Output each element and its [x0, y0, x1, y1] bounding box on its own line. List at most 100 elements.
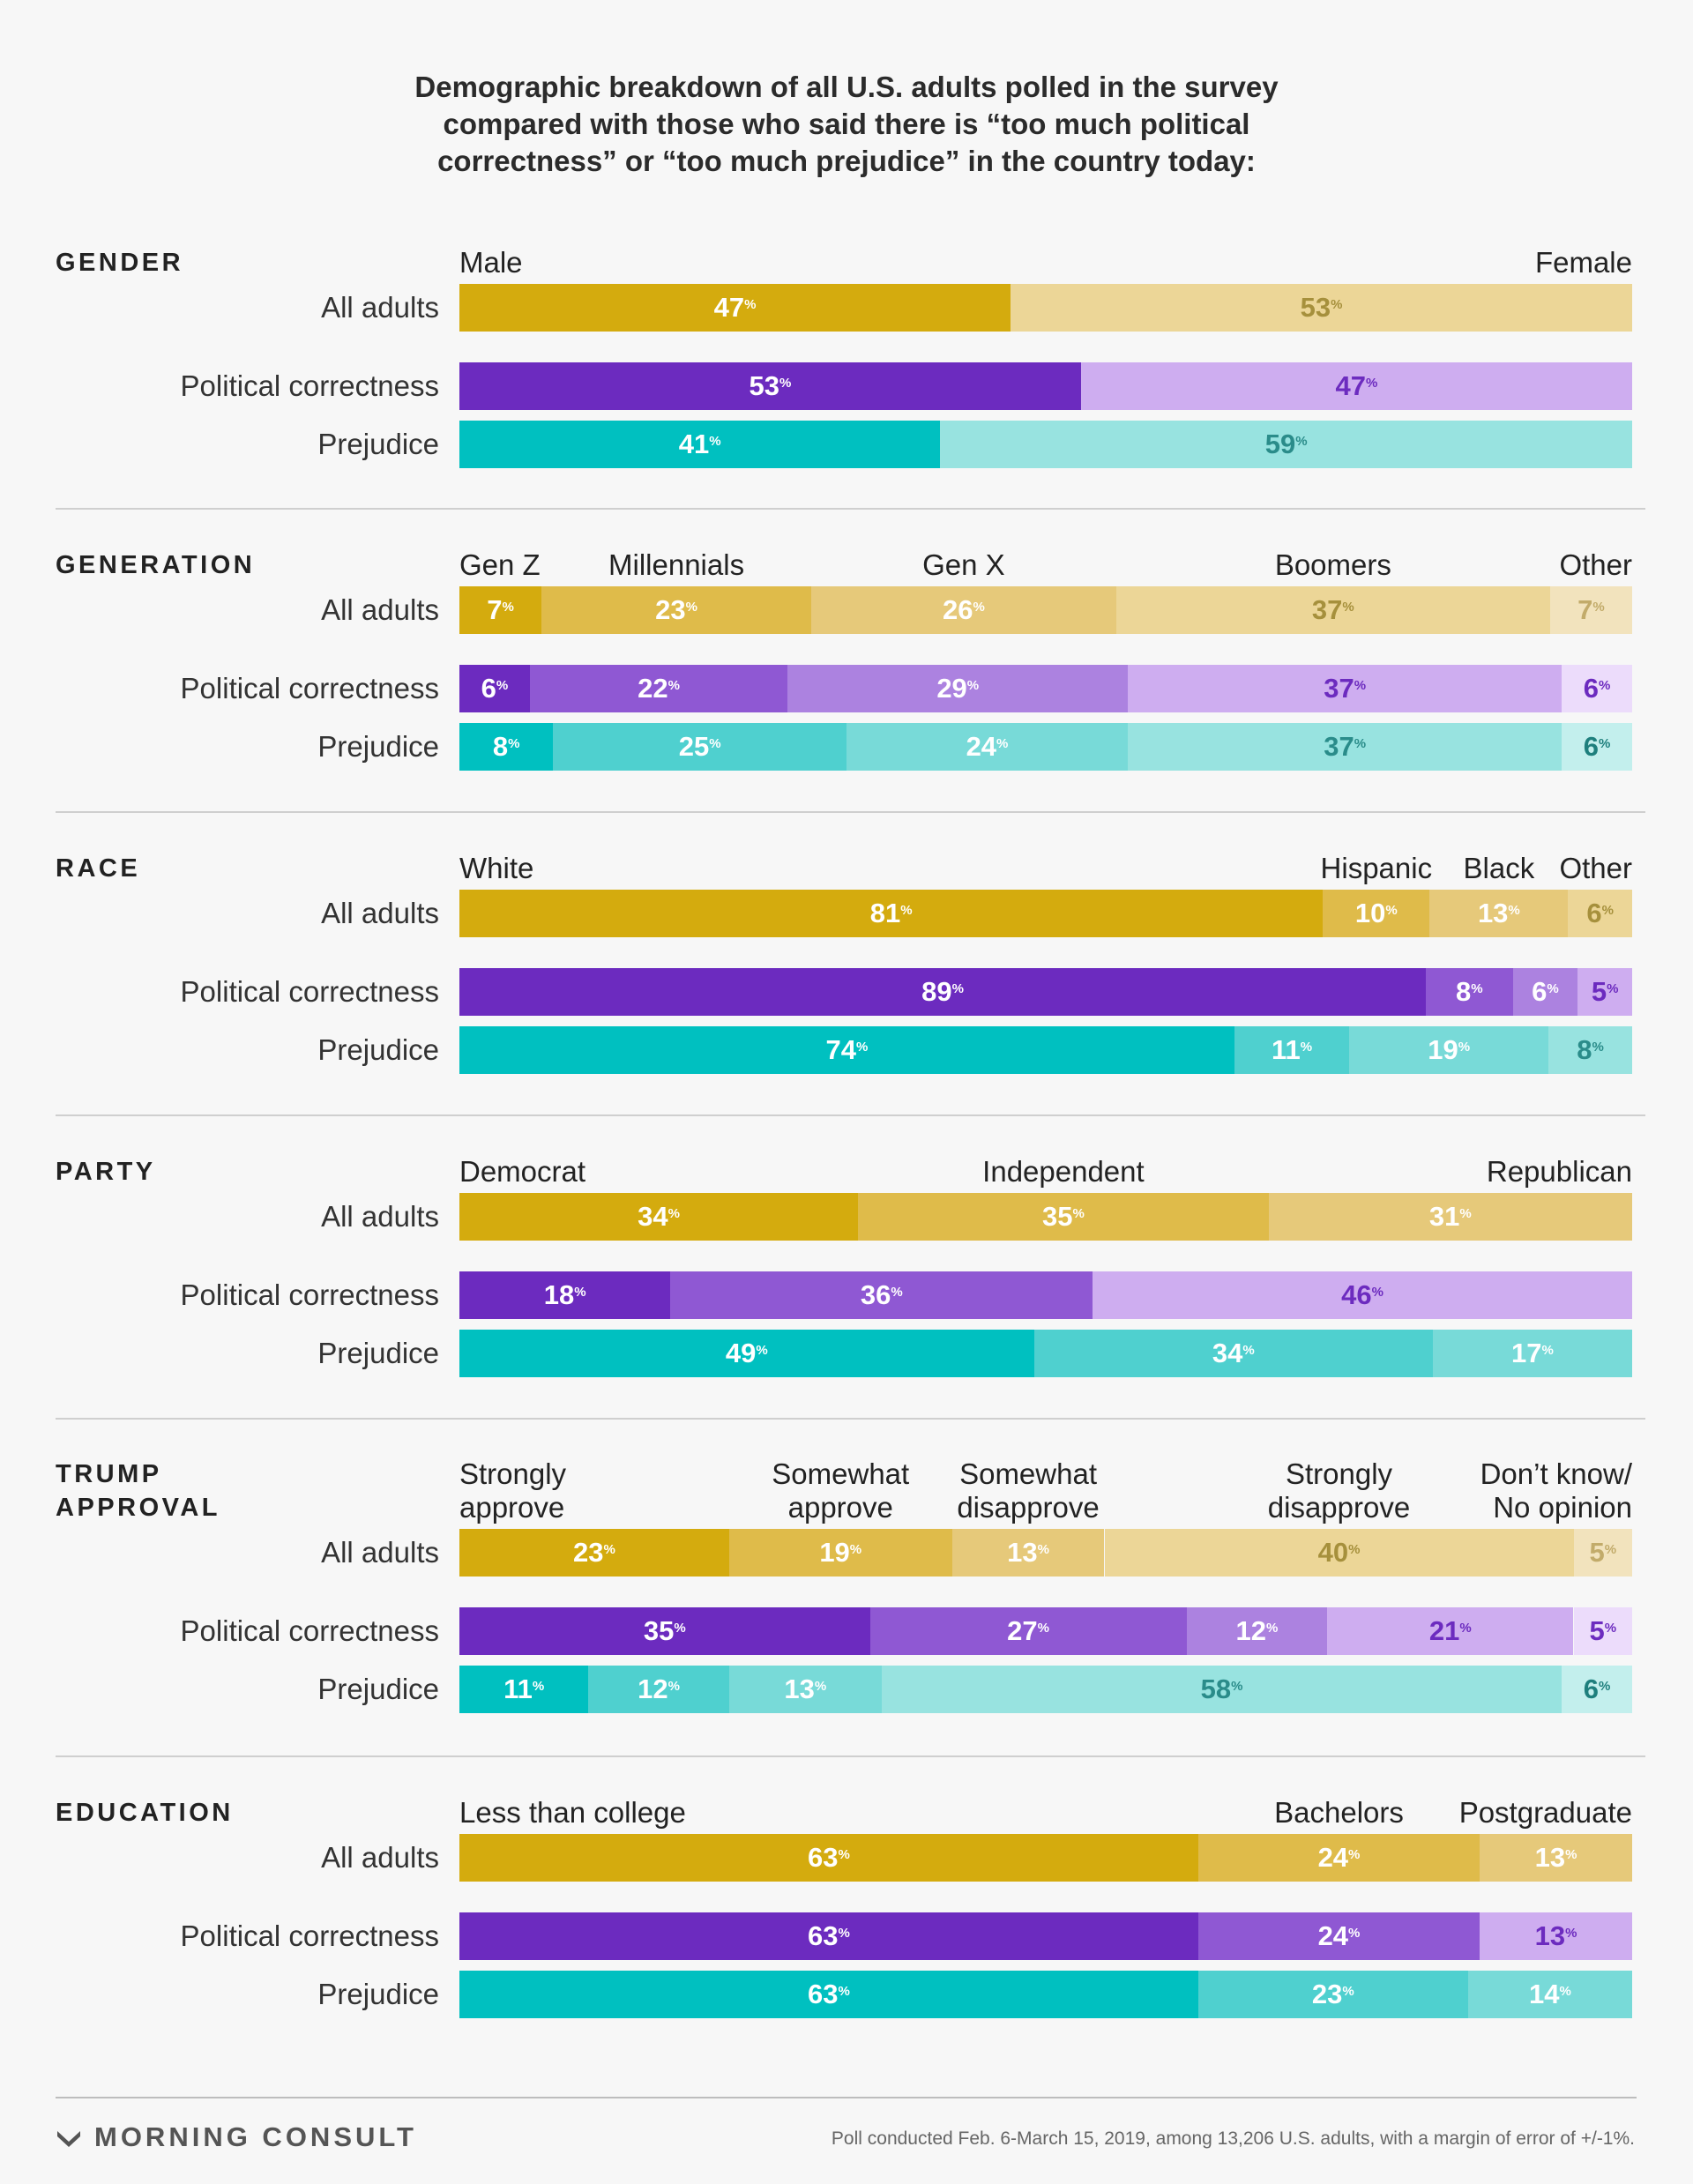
bar-segment: 26% — [811, 586, 1116, 634]
data-label-value: 18 — [544, 1279, 574, 1311]
data-label-unit: % — [1366, 376, 1377, 391]
data-label-unit: % — [1599, 678, 1610, 693]
category-label-line: approve — [459, 1491, 566, 1524]
data-label-value: 13 — [1535, 1842, 1565, 1874]
data-label-value: 63 — [808, 1842, 838, 1874]
data-label-unit: % — [1599, 1679, 1610, 1694]
data-label-value: 47 — [1336, 370, 1366, 402]
data-label-value: 40 — [1318, 1537, 1348, 1569]
data-label: 6% — [459, 665, 530, 712]
data-label-value: 6 — [481, 673, 496, 704]
data-label-unit: % — [1301, 1040, 1312, 1055]
category-label-line: Democrat — [459, 1155, 585, 1189]
bar-segment: 47% — [1081, 362, 1632, 410]
data-label-unit: % — [1354, 678, 1366, 693]
bar-segment: 37% — [1128, 723, 1562, 771]
row-label: Political correctness — [0, 672, 439, 705]
brand-name: MORNING CONSULT — [94, 2121, 417, 2153]
bar-segment: 6% — [459, 665, 530, 712]
category-label-line: Other — [1559, 548, 1632, 582]
data-label: 6% — [1562, 665, 1632, 712]
data-label: 19% — [729, 1529, 952, 1577]
data-label: 11% — [1234, 1026, 1350, 1074]
bar-segment: 12% — [1187, 1607, 1328, 1655]
data-label: 7% — [1550, 586, 1632, 634]
category-label-line: Gen Z — [459, 548, 541, 582]
data-label-unit: % — [1547, 981, 1558, 996]
data-label-unit: % — [1295, 434, 1307, 449]
bar-segment: 27% — [870, 1607, 1187, 1655]
data-label-value: 37 — [1324, 673, 1354, 704]
category-label-line: Postgraduate — [1459, 1796, 1632, 1830]
data-label-value: 10 — [1355, 898, 1385, 929]
bar-segment: 29% — [787, 665, 1128, 712]
data-label: 37% — [1128, 723, 1562, 771]
data-label: 35% — [858, 1193, 1269, 1241]
data-label-unit: % — [533, 1679, 544, 1694]
data-label-unit: % — [1073, 1206, 1085, 1221]
data-label: 53% — [459, 362, 1081, 410]
data-label-unit: % — [1592, 600, 1604, 615]
data-label-unit: % — [973, 600, 984, 615]
data-label-unit: % — [1459, 1206, 1471, 1221]
data-label-value: 11 — [1272, 1034, 1301, 1066]
data-label-value: 23 — [655, 594, 685, 626]
data-label-value: 63 — [808, 1979, 838, 2010]
data-label: 63% — [459, 1912, 1198, 1960]
bar-segment: 7% — [1550, 586, 1632, 634]
footnote: Poll conducted Feb. 6-March 15, 2019, am… — [832, 2128, 1635, 2150]
data-label-value: 37 — [1324, 731, 1354, 763]
data-label-value: 13 — [1007, 1537, 1037, 1569]
data-label-value: 23 — [573, 1537, 603, 1569]
data-label-value: 24 — [1318, 1920, 1348, 1952]
row-label: All adults — [0, 897, 439, 930]
data-label-unit: % — [996, 736, 1008, 751]
data-label-value: 41 — [679, 429, 709, 460]
data-label: 22% — [530, 665, 788, 712]
bar-segment: 36% — [670, 1271, 1093, 1319]
data-label-value: 74 — [825, 1034, 855, 1066]
data-label-unit: % — [1592, 1040, 1603, 1055]
data-label-value: 24 — [966, 731, 996, 763]
data-label: 31% — [1269, 1193, 1632, 1241]
data-label-unit: % — [604, 1542, 615, 1557]
data-label: 13% — [952, 1529, 1105, 1577]
bar-segment: 34% — [459, 1193, 858, 1241]
data-label-unit: % — [668, 1206, 680, 1221]
data-label-unit: % — [574, 1285, 585, 1300]
category-label: Gen X — [832, 548, 1096, 582]
data-label-value: 26 — [943, 594, 973, 626]
bar-segment: 24% — [846, 723, 1128, 771]
data-label: 6% — [1513, 968, 1578, 1016]
data-label-unit: % — [1559, 1984, 1570, 1999]
data-label-value: 21 — [1429, 1615, 1459, 1647]
category-label: Female — [1535, 246, 1632, 280]
category-label-line: Gen X — [832, 548, 1096, 582]
data-label-value: 59 — [1265, 429, 1295, 460]
bar-segment: 74% — [459, 1026, 1234, 1074]
section-divider — [56, 811, 1645, 813]
data-label-unit: % — [1331, 297, 1342, 312]
bar-segment: 18% — [459, 1271, 670, 1319]
data-label-unit: % — [1354, 736, 1366, 751]
bar-segment: 6% — [1562, 723, 1632, 771]
category-label: Other — [1559, 852, 1632, 885]
bar-segment: 8% — [459, 723, 553, 771]
bar-segment: 8% — [1548, 1026, 1632, 1074]
row-label: Prejudice — [0, 730, 439, 764]
data-label: 36% — [670, 1271, 1093, 1319]
bar-segment: 41% — [459, 421, 940, 468]
row-label: Prejudice — [0, 428, 439, 461]
section-label: TRUMP APPROVAL — [56, 1457, 408, 1524]
bar-segment: 25% — [553, 723, 846, 771]
category-label: Postgraduate — [1459, 1796, 1632, 1830]
title-line: Demographic breakdown of all U.S. adults… — [317, 69, 1376, 106]
data-label-value: 5 — [1589, 1615, 1604, 1647]
bar-segment: 13% — [952, 1529, 1105, 1577]
category-label-line: White — [459, 852, 533, 885]
bar-segment: 59% — [940, 421, 1632, 468]
row-label: Prejudice — [0, 1337, 439, 1370]
category-label-line: Republican — [1487, 1155, 1632, 1189]
data-label-unit: % — [850, 1542, 861, 1557]
data-label-unit: % — [1242, 1343, 1254, 1358]
